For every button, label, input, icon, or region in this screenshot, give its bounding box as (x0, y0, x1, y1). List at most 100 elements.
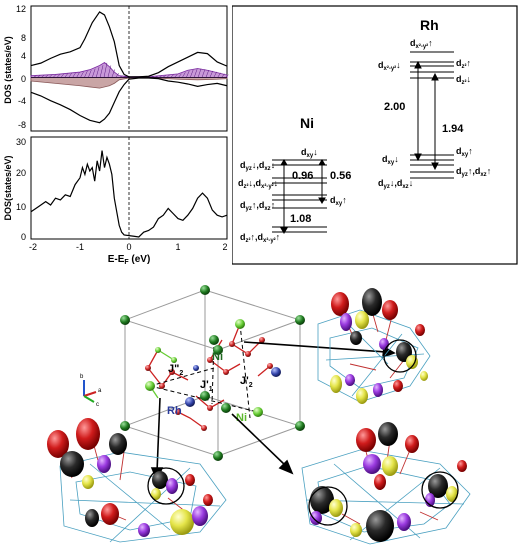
hatch-line (186, 70, 190, 78)
atom-o (245, 351, 251, 357)
rh-orbital-labels: dx²-y²↑ dx²-y²↓ dz²↑ dz²↓ dxy↓ dxy↑ dyz↑… (378, 38, 491, 190)
atom-ni-light (235, 319, 245, 329)
ytick-30: 30 (16, 137, 26, 147)
dos-bottom-plot (30, 150, 228, 238)
xtick-2: 2 (222, 242, 227, 252)
xtick-1: 1 (175, 242, 180, 252)
dos-top-ylabel: DOS (states/eV) (3, 36, 13, 104)
atoms (120, 285, 305, 461)
label-j2pp: J"2 (168, 363, 183, 377)
hatch-line (99, 65, 104, 78)
hatch-line (33, 75, 37, 78)
rh-dz2-dn: dz²↓ (456, 74, 471, 86)
atom-ni-dark (209, 335, 219, 345)
hatch-line (48, 74, 53, 78)
ni-dxy-up: dxy↑ (330, 195, 347, 207)
gap-ni-a: 0.96 (292, 170, 313, 182)
hatch-line (88, 69, 92, 78)
hatch-line (205, 69, 210, 78)
atom-ni-corner (200, 391, 210, 401)
hatch-line (221, 73, 225, 78)
ni-dyz-dxz-up: dyz↑,dxz↑ (240, 200, 275, 212)
rh-dx2y2-dn: dx²-y²↓ (378, 60, 401, 72)
hatch-line (84, 70, 88, 78)
gap-ni-b: 0.56 (330, 170, 351, 182)
dos-bottom-total (30, 150, 228, 238)
rh-gap-arrows (414, 60, 439, 171)
rh-dx2y2-up: dx²-y²↑ (410, 38, 433, 50)
axis-a: a (98, 388, 102, 394)
atom-ni-light (253, 407, 263, 417)
hatch-line (76, 72, 80, 78)
orbital-panel-bottom-right (301, 422, 471, 545)
gap-rh-a: 2.00 (384, 101, 405, 113)
hatch-line (80, 71, 84, 78)
atom-ni-dark (221, 403, 231, 413)
exchange-paths (149, 323, 259, 419)
atom-ni-corner (295, 421, 305, 431)
axes-triad: b a c (80, 374, 102, 408)
ni-orbital-labels: dxy↓ dyz↓,dxz↓ dz²↓,dx²-y²↓ dyz↑,dxz↑ dx… (238, 147, 347, 244)
xtick-m1: -1 (76, 242, 84, 252)
ytick-10: 10 (16, 202, 26, 212)
hatch-line (95, 66, 100, 78)
atom-ni-corner (200, 285, 210, 295)
rh-dyz-dxz-up: dyz↑,dxz↑ (456, 166, 491, 178)
atom-ni-corner (213, 451, 223, 461)
atom-o (259, 337, 265, 343)
dos-panels: 12 8 4 0 -4 -8 DOS (states/eV) 30 20 10 … (3, 4, 229, 265)
ytick-12: 12 (16, 4, 26, 14)
atom-o (207, 405, 213, 411)
ytick-m8: -8 (18, 120, 26, 130)
atom-o (159, 383, 165, 389)
hatch-line (178, 73, 182, 78)
atom-ni-small (171, 357, 177, 363)
atom-rh (271, 367, 281, 377)
highlight-circle (421, 471, 459, 509)
label-j2p: J'2 (240, 375, 253, 389)
dos-total-up (30, 11, 228, 78)
dos-partial-up (30, 62, 228, 78)
hatch-line (103, 62, 108, 78)
atom-ni-corner (213, 345, 223, 355)
atom-ni-corner (120, 421, 130, 431)
hatch-line (52, 74, 57, 78)
hatch-line (182, 72, 186, 78)
ni-dz2-dx2-up: dz²↑,dx²-y²↑ (240, 232, 280, 244)
hatch-line (60, 73, 65, 78)
label-ni-b: Ni (236, 412, 247, 424)
highlight-circle (308, 486, 348, 526)
hatch-line (197, 68, 202, 78)
rh-dxy-dn: dxy↓ (382, 154, 399, 166)
hatch-line (162, 75, 166, 78)
rh-title: Rh (420, 17, 439, 33)
hatch-line (72, 72, 76, 78)
hatch-line (217, 72, 221, 78)
dos-partial-hatch (33, 62, 229, 78)
rh-dz2-up: dz²↑ (456, 58, 471, 70)
atom-rh-small (193, 365, 199, 371)
atom-o (267, 363, 273, 369)
dos-bottom-ylabel: DOS(states/eV) (3, 155, 13, 220)
ytick-8: 8 (21, 33, 26, 43)
hatch-line (56, 74, 61, 78)
atom-o (229, 341, 235, 347)
hatch-line (111, 69, 116, 78)
axis-c: c (96, 402, 99, 408)
ni-dyz-dxz-dn: dyz↓,dxz↓ (240, 160, 275, 172)
pointer-arrows (150, 341, 396, 483)
hatch-line (68, 73, 72, 78)
highlight-circle (147, 467, 185, 505)
atom-o (223, 369, 229, 375)
ytick-0: 0 (21, 74, 26, 84)
hatch-line (115, 73, 119, 78)
hatch-line (45, 74, 49, 78)
ytick-0b: 0 (21, 232, 26, 242)
atom-o (201, 425, 207, 431)
hatch-line (193, 69, 198, 78)
ytick-m4: -4 (18, 96, 26, 106)
dos-top-yticks: 12 8 4 0 -4 -8 (16, 4, 26, 130)
rh-dxy-up: dxy↑ (456, 146, 473, 158)
atom-rh (185, 397, 195, 407)
ytick-20: 20 (16, 168, 26, 178)
